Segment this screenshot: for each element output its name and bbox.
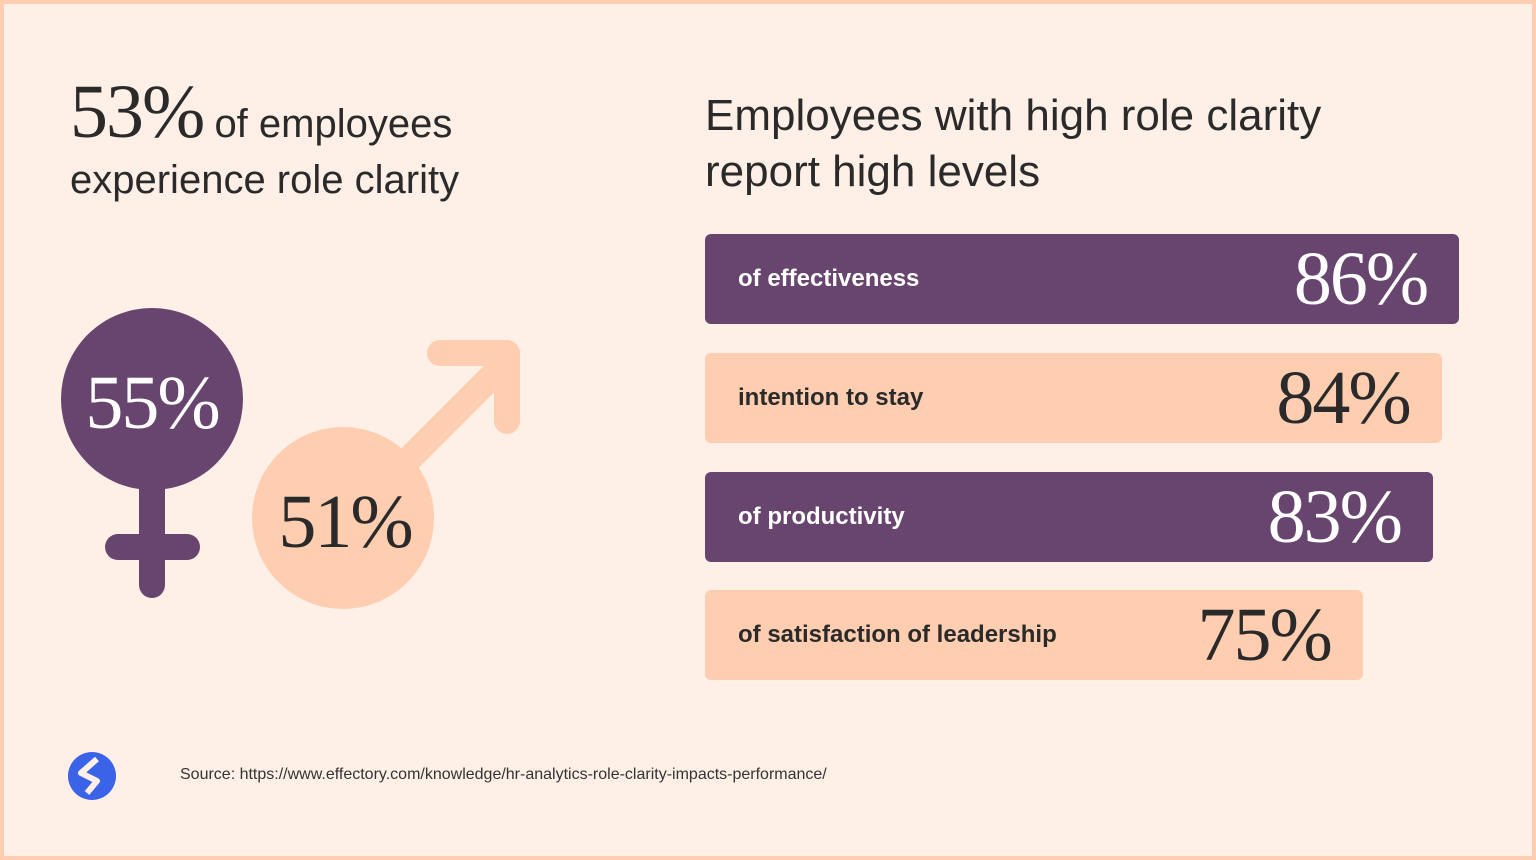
bar-label: of effectiveness bbox=[738, 265, 920, 292]
bar-value-label: 83% bbox=[1267, 475, 1403, 559]
bar-4: of satisfaction of leadership 75% bbox=[705, 590, 1363, 680]
bar-label: of productivity bbox=[738, 503, 905, 530]
bar-1: of effectiveness 86% bbox=[705, 234, 1460, 324]
bar-3: of productivity 83% bbox=[705, 472, 1433, 562]
chart-title: Employees with high role clarity report … bbox=[705, 88, 1405, 200]
chart-title-line-2: report high levels bbox=[705, 147, 1041, 196]
headline: 53% of employees experience role clarity bbox=[70, 74, 460, 208]
infographic: 53% of employees experience role clarity… bbox=[4, 4, 1532, 856]
female-symbol-icon: 55% bbox=[61, 308, 243, 598]
headline-text-1: of employees bbox=[214, 102, 453, 146]
chart-title-line-1: Employees with high role clarity bbox=[705, 91, 1322, 140]
bar-label: of satisfaction of leadership bbox=[738, 621, 1057, 648]
bar-value-label: 86% bbox=[1293, 237, 1429, 321]
source-text: Source: https://www.effectory.com/knowle… bbox=[180, 766, 827, 783]
headline-number: 53% bbox=[70, 70, 205, 154]
headline-text-2: experience role clarity bbox=[70, 158, 460, 202]
male-value: 51% bbox=[278, 480, 411, 564]
bar-value-label: 75% bbox=[1197, 593, 1332, 677]
female-value: 55% bbox=[85, 361, 218, 445]
gender-symbols: 55% 51% bbox=[61, 308, 520, 609]
bar-2: intention to stay 84% bbox=[705, 353, 1442, 443]
bar-value-label: 84% bbox=[1276, 356, 1411, 440]
bar-label: intention to stay bbox=[738, 384, 924, 411]
male-symbol-icon: 51% bbox=[252, 340, 520, 609]
effectory-logo-icon bbox=[67, 751, 117, 806]
